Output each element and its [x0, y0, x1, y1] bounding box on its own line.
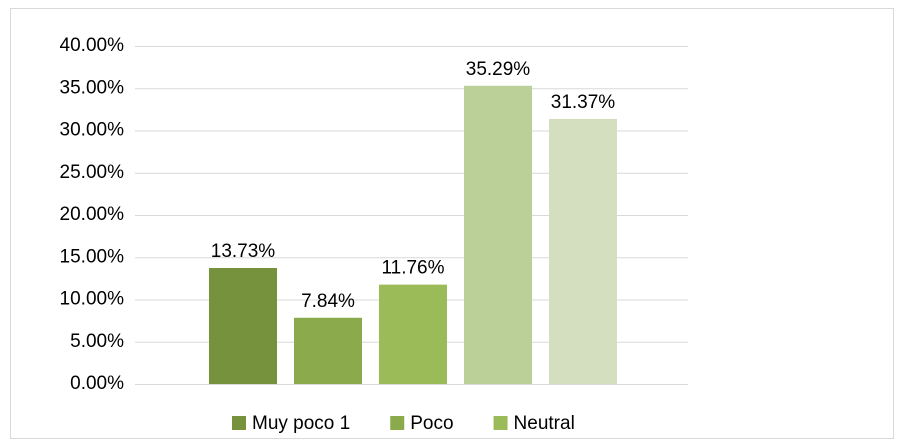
data-label: 11.76%: [381, 258, 444, 279]
y-tick-label: 25.00%: [60, 162, 125, 183]
y-tick-label: 20.00%: [60, 204, 125, 225]
bar: [379, 284, 447, 384]
y-tick-label: 40.00%: [60, 35, 125, 56]
legend-label: Muy poco 1: [252, 413, 350, 434]
y-tick-label: 30.00%: [60, 120, 125, 141]
data-label: 13.73%: [211, 241, 276, 262]
bar: [549, 118, 617, 385]
y-tick-label: 15.00%: [60, 246, 125, 267]
legend-swatch: [493, 416, 508, 430]
chart-border: [10, 8, 894, 439]
bar: [464, 85, 532, 384]
y-tick-label: 10.00%: [60, 289, 125, 310]
data-label: 7.84%: [301, 291, 355, 312]
bar: [209, 267, 277, 384]
bar: [294, 317, 362, 384]
data-label: 35.29%: [466, 59, 531, 80]
legend-swatch: [390, 416, 405, 430]
legend-swatch: [232, 416, 246, 430]
y-tick-label: 5.00%: [70, 331, 124, 352]
data-label: 31.37%: [551, 92, 616, 113]
y-tick-label: 0.00%: [70, 373, 124, 394]
legend-label: Poco: [410, 413, 453, 434]
y-tick-label: 35.00%: [60, 77, 125, 98]
legend-label: Neutral: [514, 413, 575, 434]
